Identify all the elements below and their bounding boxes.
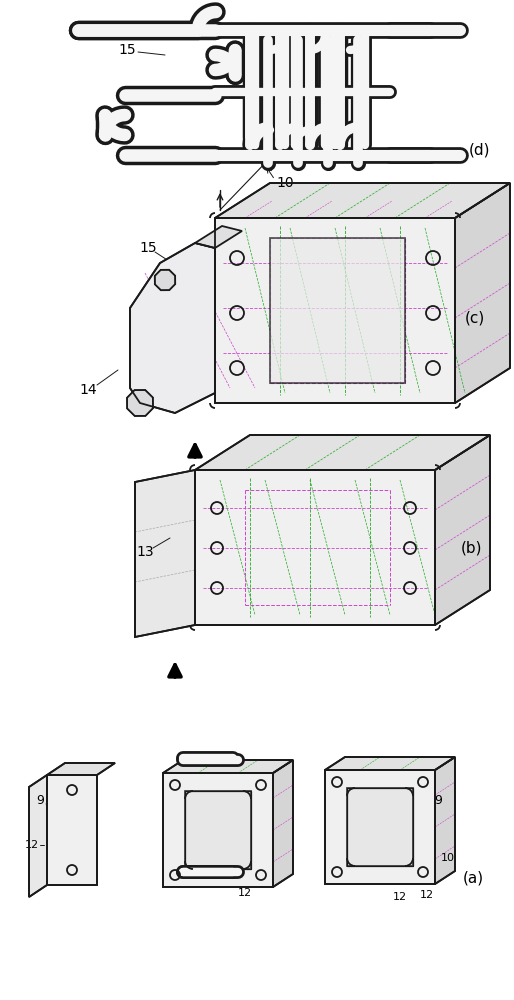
Text: 10: 10 bbox=[45, 863, 59, 873]
Text: 15: 15 bbox=[118, 43, 136, 57]
Text: (c): (c) bbox=[465, 310, 485, 326]
Polygon shape bbox=[127, 390, 153, 416]
Polygon shape bbox=[270, 238, 405, 383]
Polygon shape bbox=[325, 757, 455, 770]
Text: 12: 12 bbox=[61, 863, 75, 873]
Text: (b): (b) bbox=[461, 540, 483, 556]
Polygon shape bbox=[163, 773, 273, 887]
Text: 12: 12 bbox=[180, 805, 194, 815]
Text: 10: 10 bbox=[361, 865, 375, 875]
Polygon shape bbox=[215, 183, 510, 218]
Polygon shape bbox=[195, 470, 435, 625]
Text: 10: 10 bbox=[441, 853, 455, 863]
Polygon shape bbox=[163, 760, 293, 773]
Text: 12: 12 bbox=[243, 873, 257, 883]
Text: 10: 10 bbox=[215, 873, 229, 883]
Polygon shape bbox=[29, 775, 47, 897]
Text: (d): (d) bbox=[469, 142, 491, 157]
Polygon shape bbox=[47, 775, 97, 885]
Text: 11: 11 bbox=[200, 796, 216, 808]
Polygon shape bbox=[130, 243, 215, 413]
Text: 12: 12 bbox=[176, 857, 190, 867]
Text: 12: 12 bbox=[420, 890, 434, 900]
Polygon shape bbox=[325, 770, 435, 884]
Text: 14: 14 bbox=[79, 383, 97, 397]
Polygon shape bbox=[155, 270, 175, 290]
Text: 10: 10 bbox=[75, 857, 89, 867]
Polygon shape bbox=[195, 435, 490, 470]
Polygon shape bbox=[347, 788, 413, 866]
Text: (a): (a) bbox=[463, 870, 484, 886]
Polygon shape bbox=[135, 470, 195, 637]
Text: 10: 10 bbox=[276, 176, 294, 190]
Polygon shape bbox=[215, 218, 455, 403]
Text: 13: 13 bbox=[136, 545, 154, 559]
Polygon shape bbox=[273, 760, 293, 887]
Polygon shape bbox=[455, 183, 510, 403]
Text: 12: 12 bbox=[25, 840, 39, 850]
Text: 15: 15 bbox=[139, 241, 157, 255]
Text: 10: 10 bbox=[406, 870, 420, 880]
Polygon shape bbox=[195, 226, 242, 248]
Text: 11: 11 bbox=[177, 828, 193, 842]
Text: 12: 12 bbox=[401, 795, 415, 805]
Text: 12: 12 bbox=[393, 892, 407, 902]
Polygon shape bbox=[435, 757, 455, 884]
Text: 9: 9 bbox=[434, 794, 442, 806]
Text: 9: 9 bbox=[352, 794, 360, 806]
Polygon shape bbox=[435, 435, 490, 625]
Text: 12: 12 bbox=[238, 888, 252, 898]
Text: 12: 12 bbox=[341, 838, 355, 848]
Polygon shape bbox=[47, 763, 115, 775]
Text: 9: 9 bbox=[36, 794, 44, 806]
Polygon shape bbox=[185, 791, 251, 869]
